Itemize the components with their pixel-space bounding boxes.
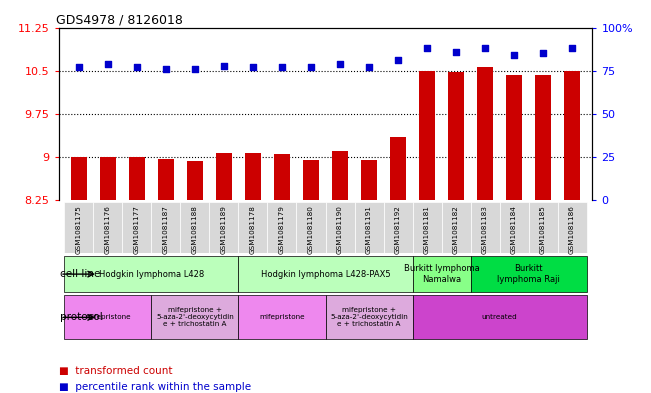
Bar — [274, 154, 290, 200]
Bar — [210, 202, 238, 253]
Point — [538, 50, 548, 57]
Text: Hodgkin lymphoma L428-PAX5: Hodgkin lymphoma L428-PAX5 — [260, 270, 391, 279]
Text: mifepristone: mifepristone — [85, 314, 131, 320]
Point — [480, 45, 490, 51]
Bar — [268, 202, 296, 253]
Text: GSM1081184: GSM1081184 — [511, 205, 517, 254]
Bar — [448, 72, 464, 200]
Bar — [238, 295, 326, 340]
Text: GSM1081186: GSM1081186 — [569, 205, 575, 254]
Bar — [326, 295, 413, 340]
Point — [422, 45, 432, 51]
Point — [509, 52, 519, 58]
Bar — [238, 256, 413, 292]
Bar — [499, 202, 529, 253]
Bar — [471, 202, 499, 253]
Text: GSM1081187: GSM1081187 — [163, 205, 169, 254]
Bar — [71, 157, 87, 200]
Point — [277, 64, 287, 70]
Bar — [355, 202, 383, 253]
Bar — [64, 202, 93, 253]
Bar — [326, 202, 355, 253]
Point — [219, 62, 229, 69]
Bar — [477, 67, 493, 200]
Bar — [100, 157, 116, 200]
Text: ■  transformed count: ■ transformed count — [59, 366, 172, 376]
Bar — [413, 202, 441, 253]
Bar — [64, 295, 152, 340]
Point — [451, 49, 462, 55]
Point — [364, 64, 374, 70]
Text: GSM1081177: GSM1081177 — [134, 205, 140, 254]
Point — [393, 57, 403, 64]
Bar — [413, 295, 587, 340]
Bar — [535, 75, 551, 200]
Text: Burkitt
lymphoma Raji: Burkitt lymphoma Raji — [497, 264, 560, 284]
Point — [248, 64, 258, 70]
Bar — [361, 160, 377, 200]
Text: GSM1081181: GSM1081181 — [424, 205, 430, 254]
Point — [335, 61, 345, 67]
Text: GSM1081175: GSM1081175 — [76, 205, 82, 254]
Text: mifepristone +
5-aza-2'-deoxycytidin
e + trichostatin A: mifepristone + 5-aza-2'-deoxycytidin e +… — [156, 307, 234, 327]
Text: GDS4978 / 8126018: GDS4978 / 8126018 — [56, 13, 183, 26]
Bar — [187, 161, 203, 200]
Text: ■  percentile rank within the sample: ■ percentile rank within the sample — [59, 382, 251, 392]
Text: GSM1081183: GSM1081183 — [482, 205, 488, 254]
Text: Hodgkin lymphoma L428: Hodgkin lymphoma L428 — [99, 270, 204, 279]
Point — [189, 66, 200, 72]
Point — [74, 64, 84, 70]
Bar — [558, 202, 587, 253]
Text: GSM1081176: GSM1081176 — [105, 205, 111, 254]
Point — [132, 64, 142, 70]
Text: cell line: cell line — [60, 269, 100, 279]
Point — [103, 61, 113, 67]
Text: GSM1081182: GSM1081182 — [453, 205, 459, 254]
Bar — [413, 256, 471, 292]
Bar — [564, 71, 580, 200]
Text: mifepristone: mifepristone — [259, 314, 305, 320]
Point — [567, 45, 577, 51]
Bar — [383, 202, 413, 253]
Bar — [471, 256, 587, 292]
Text: GSM1081191: GSM1081191 — [366, 205, 372, 254]
Text: GSM1081192: GSM1081192 — [395, 205, 401, 254]
Bar — [506, 75, 522, 200]
Text: GSM1081180: GSM1081180 — [308, 205, 314, 254]
Bar — [216, 153, 232, 200]
Bar — [152, 202, 180, 253]
Bar — [441, 202, 471, 253]
Bar — [296, 202, 326, 253]
Text: protocol: protocol — [60, 312, 103, 322]
Bar — [93, 202, 122, 253]
Bar — [238, 202, 268, 253]
Text: GSM1081190: GSM1081190 — [337, 205, 343, 254]
Text: GSM1081189: GSM1081189 — [221, 205, 227, 254]
Point — [161, 66, 171, 72]
Text: GSM1081185: GSM1081185 — [540, 205, 546, 254]
Text: untreated: untreated — [482, 314, 518, 320]
Bar — [529, 202, 558, 253]
Point — [306, 64, 316, 70]
Bar — [332, 151, 348, 200]
Bar — [245, 153, 261, 200]
Text: Burkitt lymphoma
Namalwa: Burkitt lymphoma Namalwa — [404, 264, 479, 284]
Text: GSM1081179: GSM1081179 — [279, 205, 285, 254]
Bar — [303, 160, 319, 200]
Text: mifepristone +
5-aza-2'-deoxycytidin
e + trichostatin A: mifepristone + 5-aza-2'-deoxycytidin e +… — [330, 307, 408, 327]
Bar — [129, 157, 145, 200]
Bar — [419, 71, 435, 200]
Bar — [390, 137, 406, 200]
Text: GSM1081178: GSM1081178 — [250, 205, 256, 254]
Bar — [122, 202, 152, 253]
Bar — [64, 256, 238, 292]
Bar — [152, 295, 238, 340]
Bar — [158, 159, 174, 200]
Bar — [180, 202, 210, 253]
Text: GSM1081188: GSM1081188 — [192, 205, 198, 254]
